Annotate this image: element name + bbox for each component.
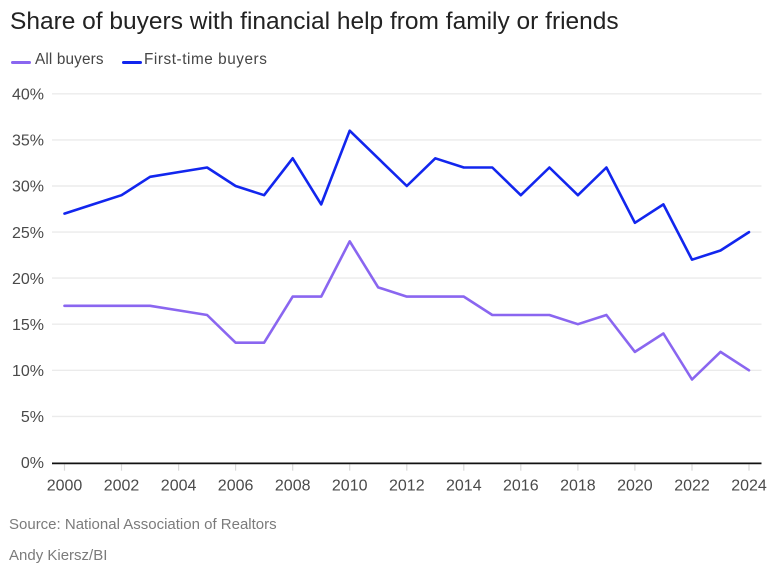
svg-text:2010: 2010	[332, 477, 368, 494]
svg-text:0%: 0%	[21, 455, 44, 472]
svg-text:25%: 25%	[12, 225, 44, 242]
svg-text:5%: 5%	[21, 409, 44, 426]
svg-text:2000: 2000	[47, 477, 83, 494]
svg-text:2006: 2006	[218, 477, 254, 494]
svg-text:40%: 40%	[12, 87, 44, 104]
svg-text:2020: 2020	[617, 477, 653, 494]
svg-text:2008: 2008	[275, 477, 311, 494]
svg-text:20%: 20%	[12, 271, 44, 288]
svg-text:2022: 2022	[674, 477, 710, 494]
svg-text:2016: 2016	[503, 477, 539, 494]
svg-text:35%: 35%	[12, 133, 44, 150]
svg-text:10%: 10%	[12, 363, 44, 380]
svg-text:2012: 2012	[389, 477, 425, 494]
svg-text:15%: 15%	[12, 317, 44, 334]
svg-text:2018: 2018	[560, 477, 596, 494]
svg-text:30%: 30%	[12, 179, 44, 196]
svg-text:2002: 2002	[104, 477, 140, 494]
svg-text:2024: 2024	[731, 477, 767, 494]
svg-text:2014: 2014	[446, 477, 482, 494]
svg-text:2004: 2004	[161, 477, 197, 494]
